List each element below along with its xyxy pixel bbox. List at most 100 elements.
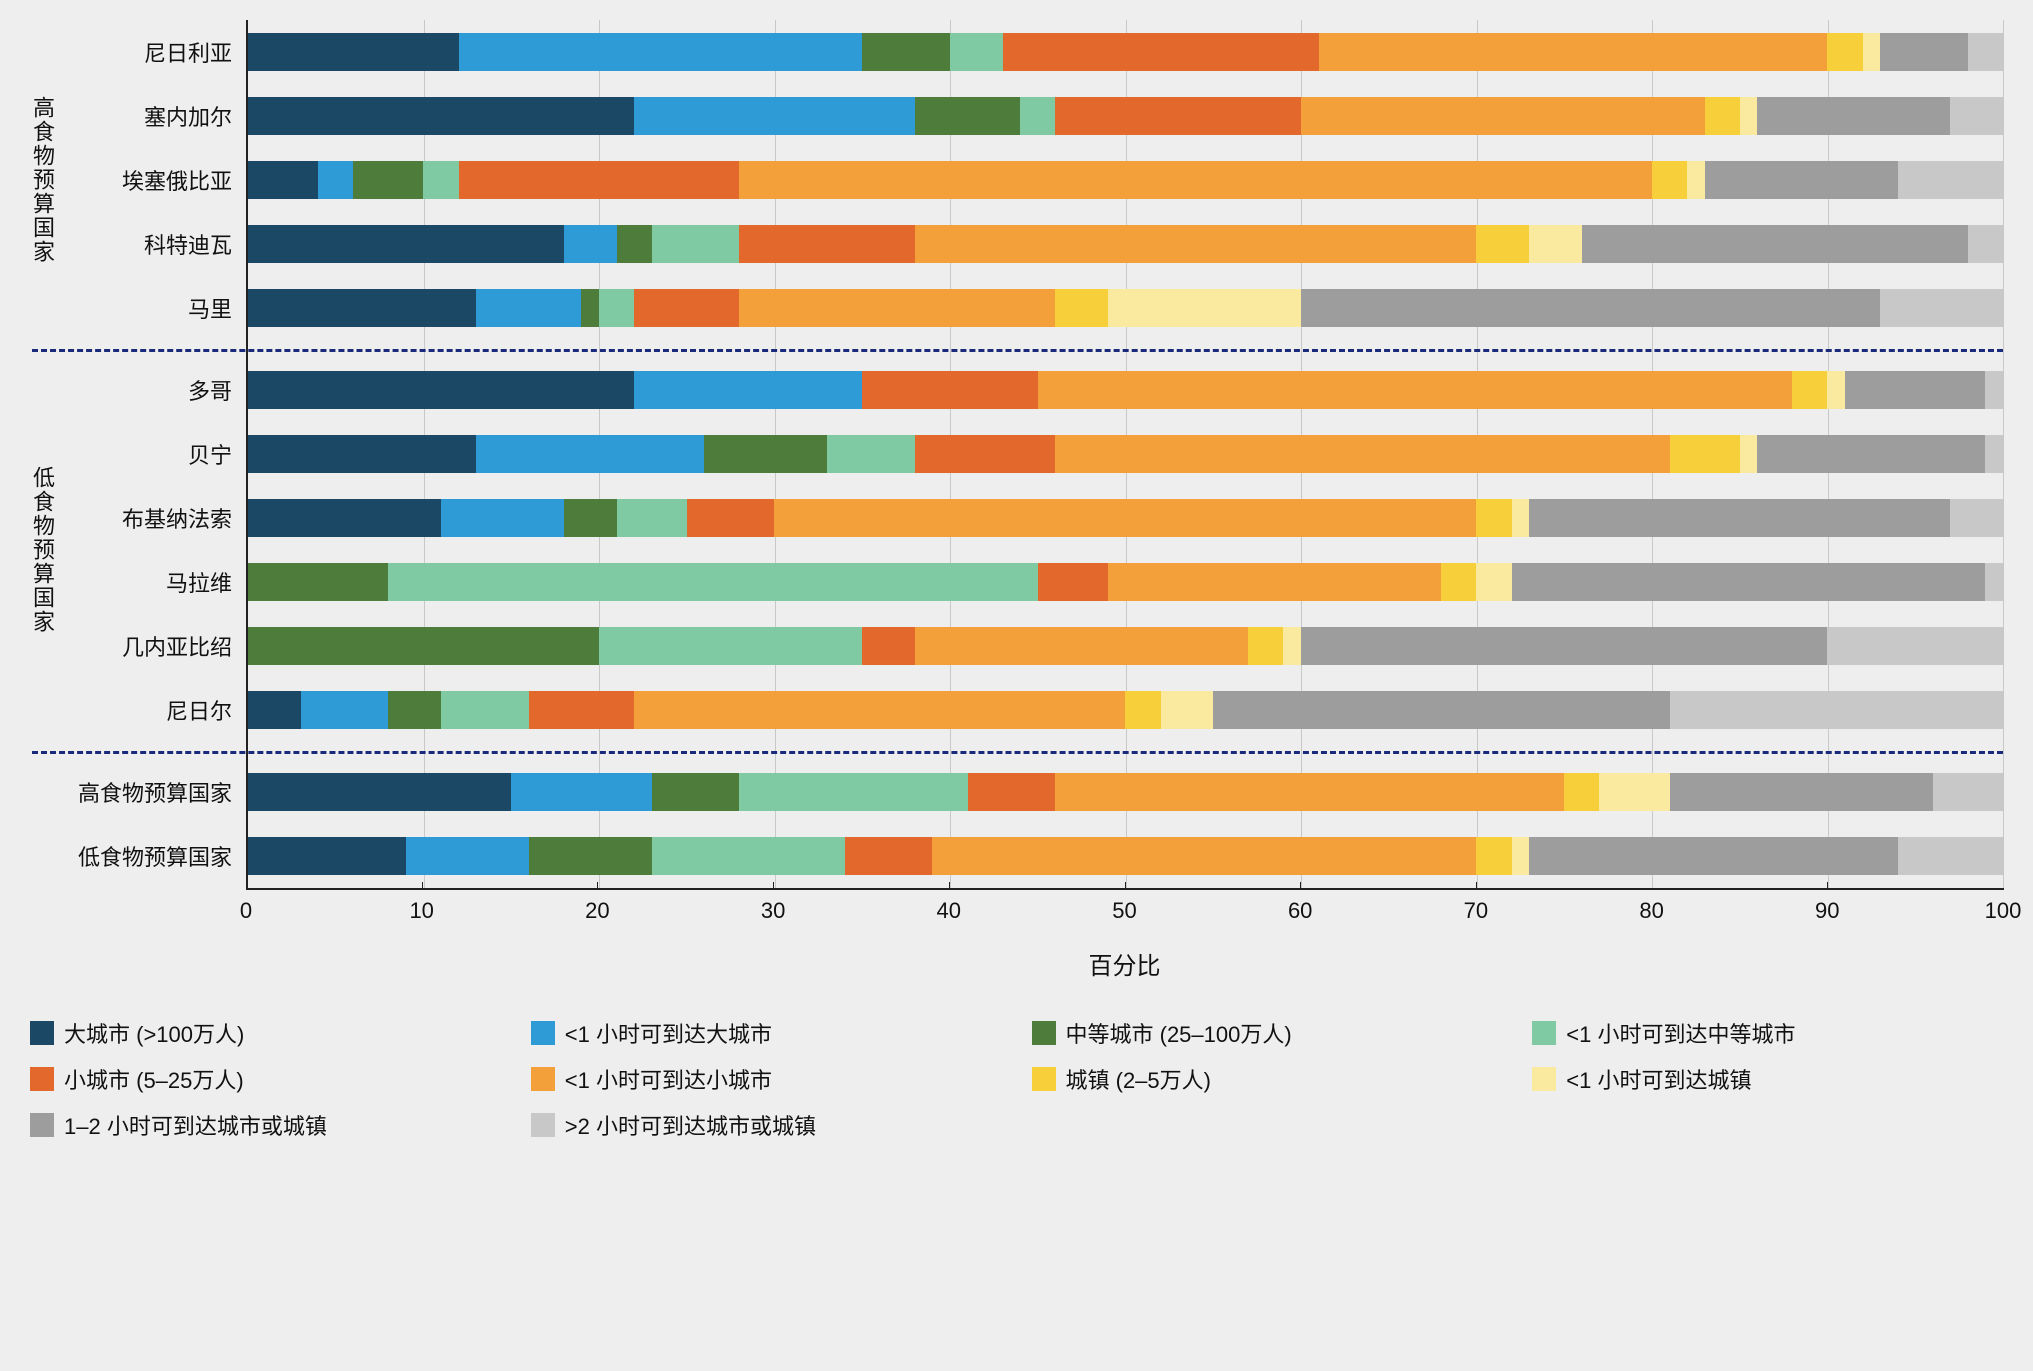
- legend-swatch: [1532, 1067, 1556, 1091]
- bar-row: [248, 358, 2003, 422]
- bar-segment: [1792, 371, 1827, 409]
- bar-segment: [1512, 499, 1530, 537]
- bar-row: [248, 422, 2003, 486]
- bar-segment: [1055, 97, 1301, 135]
- bar-row: [248, 760, 2003, 824]
- legend-item: <1 小时可到达城镇: [1532, 1063, 2003, 1095]
- legend-label: 大城市 (>100万人): [64, 1017, 244, 1049]
- bar-segment: [1863, 33, 1881, 71]
- bar-segment: [968, 773, 1056, 811]
- bar-segment: [1845, 371, 1985, 409]
- group-divider: [248, 340, 2003, 358]
- bar-segment: [1687, 161, 1705, 199]
- y-axis-label: 几内亚比绍: [66, 614, 246, 678]
- bar-segment: [1161, 691, 1214, 729]
- bar-segment: [1968, 33, 2003, 71]
- bar-segment: [476, 435, 704, 473]
- bar-segment: [459, 161, 740, 199]
- y-axis-label: 尼日利亚: [66, 20, 246, 84]
- bar-segment: [915, 97, 1020, 135]
- bar-segment: [248, 691, 301, 729]
- y-axis-label: 贝宁: [66, 422, 246, 486]
- stacked-bar: [248, 161, 2003, 199]
- bar-segment: [1441, 563, 1476, 601]
- y-axis-label: 塞内加尔: [66, 84, 246, 148]
- bar-segment: [511, 773, 651, 811]
- bar-segment: [1038, 371, 1793, 409]
- bar-segment: [652, 773, 740, 811]
- bar-segment: [1968, 225, 2003, 263]
- stacked-bar: [248, 225, 2003, 263]
- bar-segment: [248, 837, 406, 875]
- bar-segment: [1652, 161, 1687, 199]
- legend-swatch: [531, 1021, 555, 1045]
- stacked-bar: [248, 289, 2003, 327]
- bar-segment: [423, 161, 458, 199]
- bar-segment: [1933, 773, 2003, 811]
- bar-row: [248, 20, 2003, 84]
- bar-segment: [617, 225, 652, 263]
- x-axis-tick: 80: [1639, 898, 1663, 924]
- legend-label: 城镇 (2–5万人): [1066, 1063, 1211, 1095]
- bar-segment: [1529, 499, 1950, 537]
- bar-segment: [406, 837, 529, 875]
- bar-segment: [318, 161, 353, 199]
- legend-label: 小城市 (5–25万人): [64, 1063, 244, 1095]
- group-axis-labels: 高食物预算国家低食物预算国家: [30, 20, 66, 888]
- bar-segment: [1512, 837, 1530, 875]
- bar-segment: [1670, 773, 1933, 811]
- x-axis-tick: 100: [1985, 898, 2022, 924]
- bar-segment: [564, 499, 617, 537]
- bar-segment: [388, 691, 441, 729]
- bar-segment: [652, 837, 845, 875]
- stacked-bar: [248, 33, 2003, 71]
- legend-label: <1 小时可到达中等城市: [1566, 1017, 1795, 1049]
- bar-segment: [1599, 773, 1669, 811]
- bar-segment: [248, 563, 388, 601]
- bar-segment: [248, 289, 476, 327]
- legend-swatch: [30, 1113, 54, 1137]
- bar-segment: [1301, 289, 1880, 327]
- bar-segment: [1582, 225, 1968, 263]
- bar-segment: [1055, 773, 1564, 811]
- y-axis: 尼日利亚塞内加尔埃塞俄比亚科特迪瓦马里多哥贝宁布基纳法索马拉维几内亚比绍尼日尔高…: [66, 20, 246, 888]
- bar-segment: [1898, 161, 2003, 199]
- bar-segment: [1055, 435, 1669, 473]
- bar-segment: [388, 563, 1037, 601]
- bar-segment: [932, 837, 1476, 875]
- bar-segment: [1003, 33, 1319, 71]
- x-axis-tick: 90: [1815, 898, 1839, 924]
- bar-segment: [1740, 435, 1758, 473]
- bar-segment: [1757, 97, 1950, 135]
- x-axis-tick: 30: [761, 898, 785, 924]
- x-axis-tick: 0: [240, 898, 252, 924]
- bar-segment: [1827, 33, 1862, 71]
- bar-segment: [1213, 691, 1669, 729]
- bar-segment: [599, 289, 634, 327]
- bar-row: [248, 678, 2003, 742]
- legend-label: 1–2 小时可到达城市或城镇: [64, 1109, 327, 1141]
- bar-segment: [915, 435, 1055, 473]
- x-axis-tick: 20: [585, 898, 609, 924]
- bar-segment: [441, 691, 529, 729]
- stacked-bar: [248, 563, 2003, 601]
- bar-segment: [1985, 371, 2003, 409]
- y-axis-label: 低食物预算国家: [66, 824, 246, 888]
- bar-segment: [1985, 563, 2003, 601]
- bar-segment: [1248, 627, 1283, 665]
- y-axis-label: 尼日尔: [66, 678, 246, 742]
- y-axis-label: 科特迪瓦: [66, 212, 246, 276]
- legend-item: <1 小时可到达小城市: [531, 1063, 1002, 1095]
- bar-segment: [1108, 563, 1441, 601]
- x-axis-tick: 10: [409, 898, 433, 924]
- stacked-bar: [248, 837, 2003, 875]
- bar-segment: [1529, 837, 1898, 875]
- legend-label: 中等城市 (25–100万人): [1066, 1017, 1292, 1049]
- bar-segment: [1476, 563, 1511, 601]
- bar-segment: [248, 627, 599, 665]
- stacked-bar: [248, 691, 2003, 729]
- bar-segment: [353, 161, 423, 199]
- bar-segment: [564, 225, 617, 263]
- bar-segment: [915, 627, 1248, 665]
- bar-segment: [1564, 773, 1599, 811]
